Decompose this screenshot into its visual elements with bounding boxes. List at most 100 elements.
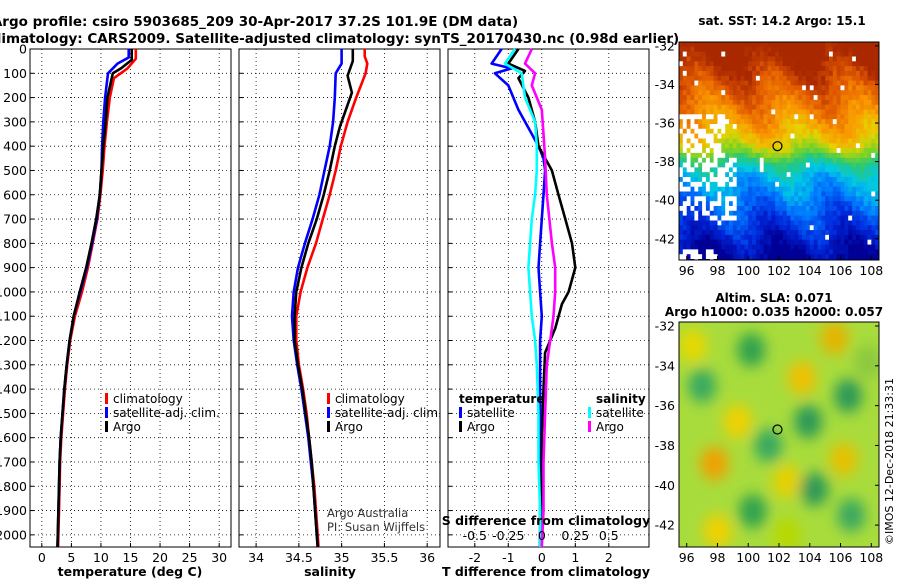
sst-cell — [686, 143, 692, 149]
sst-cell — [775, 249, 780, 255]
sla-anomaly — [772, 518, 801, 547]
sst-cell — [840, 201, 845, 207]
sst-cell — [698, 61, 703, 67]
sst-cell — [836, 42, 842, 48]
sst-cell — [821, 138, 826, 144]
sst-cell — [755, 114, 761, 120]
sst-cell — [748, 254, 753, 260]
sst-cell — [840, 148, 845, 154]
sst-cell — [786, 239, 792, 246]
sst-cell — [859, 143, 865, 149]
sst-cell — [844, 85, 849, 91]
sst-cell — [705, 143, 711, 149]
sst-cell — [763, 234, 768, 241]
sst-cell — [679, 148, 684, 154]
map-y-tick-label: -34 — [655, 358, 675, 373]
sst-cell — [709, 133, 715, 139]
sst-cell — [686, 210, 692, 217]
sst-cell — [690, 95, 695, 101]
sst-cell — [709, 220, 715, 226]
sst-cell — [679, 66, 684, 72]
sst-cell — [805, 128, 811, 135]
sst-cell — [705, 128, 711, 135]
sst-cell — [682, 201, 688, 207]
sst-cell — [802, 128, 807, 135]
sst-cell — [821, 46, 826, 53]
sst-cell — [863, 191, 868, 197]
sst-cell — [790, 206, 795, 212]
sst-cell — [748, 206, 753, 212]
sst-cell — [875, 210, 879, 217]
sst-cell — [825, 114, 830, 120]
sst-cell — [817, 143, 822, 149]
sst-cell — [829, 75, 834, 82]
sst-cell — [767, 75, 772, 82]
sla-anomaly — [754, 428, 783, 463]
sst-cell — [775, 104, 780, 111]
sst-cell — [717, 119, 722, 125]
sst-cell — [740, 239, 745, 246]
sst-cell — [682, 138, 688, 144]
sst-cell — [855, 206, 861, 212]
sst-cell — [852, 215, 857, 221]
depth-tick-label: 900 — [3, 260, 27, 275]
sst-cell — [821, 234, 826, 241]
sst-cell — [744, 109, 749, 115]
sst-cell — [855, 215, 861, 221]
sst-cell — [686, 191, 692, 197]
sst-cell — [755, 230, 761, 236]
sst-cell — [852, 90, 857, 96]
sst-cell — [759, 210, 765, 217]
sst-cell — [867, 220, 872, 226]
sst-cell — [805, 104, 811, 111]
sst-cell — [744, 119, 749, 125]
sst-cell — [744, 234, 749, 241]
sst-cell — [705, 225, 711, 231]
sst-cell — [817, 85, 822, 91]
sst-cell — [852, 152, 857, 159]
sst-cell — [736, 191, 742, 197]
sst-cell — [817, 181, 822, 188]
sst-cell — [798, 148, 803, 154]
sst-cell — [690, 46, 695, 53]
sst-cell — [832, 181, 838, 188]
sst-cell — [817, 196, 822, 202]
sst-cell — [813, 210, 818, 217]
sst-cell — [817, 201, 822, 207]
sst-cell — [782, 61, 788, 67]
sst-cell — [859, 109, 865, 115]
legend-label-satellite: satellite-adj. clim. — [335, 406, 442, 420]
sst-cell — [679, 157, 684, 164]
sst-cell — [686, 254, 692, 260]
difference-grid — [448, 48, 649, 547]
sst-cell — [871, 162, 876, 168]
sst-cell — [725, 148, 730, 154]
sst-cell — [844, 51, 849, 57]
sst-cell — [759, 99, 765, 106]
sst-cell — [825, 138, 830, 144]
sst-cell — [755, 61, 761, 67]
sst-cell — [809, 143, 815, 149]
sst-cell — [713, 234, 718, 241]
sst-cell — [709, 225, 715, 231]
depth-tick-label: 200 — [3, 90, 27, 105]
sst-cell — [767, 99, 772, 106]
sst-cell — [679, 104, 684, 111]
sst-cell — [682, 90, 688, 96]
sst-cell — [790, 42, 795, 48]
sst-cell — [759, 162, 765, 168]
sst-cell — [736, 90, 742, 96]
sst-cell — [686, 220, 692, 226]
sst-cell — [875, 143, 879, 149]
sst-cell — [840, 99, 845, 106]
sst-cell — [698, 186, 703, 193]
sst-cell — [713, 128, 718, 135]
sst-cell — [821, 70, 826, 77]
sst-cell — [713, 90, 718, 96]
sst-cell — [682, 230, 688, 236]
sst-cell — [686, 148, 692, 154]
sst-cell — [802, 186, 807, 193]
sst-cell — [755, 148, 761, 154]
sst-cell — [713, 42, 718, 48]
sst-cell — [705, 254, 711, 260]
